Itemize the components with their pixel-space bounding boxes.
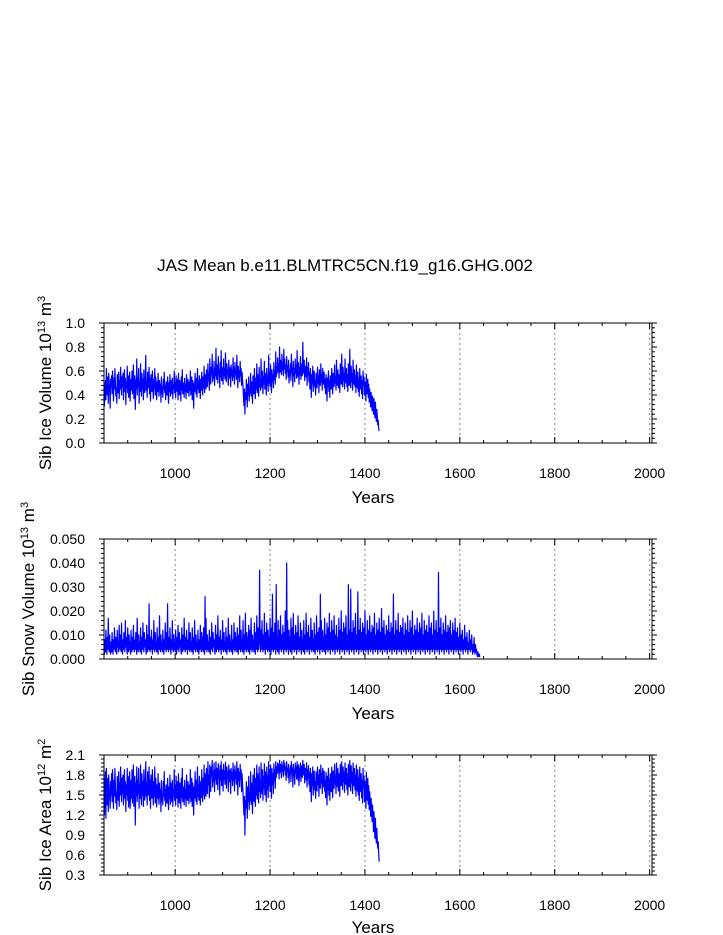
x-tick-label: 1800 (539, 897, 570, 913)
y-tick-label: 0.8 (66, 339, 86, 355)
x-axis-title: Years (352, 704, 395, 723)
y-axis-title-text: Sib Ice Area 10 (36, 776, 55, 891)
x-tick-label: 1200 (254, 681, 285, 697)
x-tick-label: 1200 (254, 897, 285, 913)
x-tick-label: 2000 (634, 897, 665, 913)
x-tick-label: 2000 (634, 465, 665, 481)
series-line (103, 562, 481, 658)
y-tick-label: 1.5 (66, 787, 86, 803)
x-axis-title: Years (352, 918, 395, 935)
y-axis-title-text: m (36, 745, 55, 764)
x-tick-label: 1600 (444, 681, 475, 697)
y-tick-label: 0.030 (50, 579, 85, 595)
y-tick-label: 0.040 (50, 555, 85, 571)
y-axis-title-exponent: 3 (36, 296, 48, 302)
x-tick-label: 1200 (254, 465, 285, 481)
panel-sib-snow-volume: 1000 1200 1400 1600 1800 2000 0.000 0.010 0.020 0… (19, 502, 665, 723)
x-tick-label: 1000 (160, 897, 191, 913)
panel-sib-ice-volume: 1000 1200 1400 1600 1800 2000 0.0 0.2 0.4 0.6 0.8 1… (36, 296, 665, 507)
y-tick-label: 0.0 (66, 435, 86, 451)
y-tick-label: 2.1 (66, 747, 86, 763)
x-tick-label: 1800 (539, 465, 570, 481)
x-tick-label: 1400 (349, 681, 380, 697)
plot-frame (103, 754, 653, 876)
y-axis-title-text: Sib Snow Volume 10 (19, 539, 38, 696)
plot-frame (103, 322, 653, 444)
y-axis-title: Sib Ice Volume 1013 m3 (36, 296, 55, 470)
chart-title: JAS Mean b.e11.BLMTRC5CN.f19_g16.GHG.002 (157, 256, 533, 275)
y-tick-label: 0.020 (50, 603, 85, 619)
y-tick-label: 0.2 (66, 411, 86, 427)
y-tick-label: 0.6 (66, 847, 86, 863)
plot-frame (103, 538, 653, 660)
y-tick-label: 0.4 (66, 387, 86, 403)
x-tick-label: 2000 (634, 681, 665, 697)
y-tick-label: 1.2 (66, 807, 86, 823)
y-tick-label: 0.000 (50, 651, 85, 667)
series-line (103, 341, 380, 432)
y-axis-title: Sib Snow Volume 1013 m3 (19, 502, 38, 696)
x-tick-label: 1400 (349, 897, 380, 913)
y-tick-label: 0.010 (50, 627, 85, 643)
y-tick-label: 0.3 (66, 867, 86, 883)
y-tick-label: 0.9 (66, 827, 86, 843)
x-axis-title: Years (352, 488, 395, 507)
x-tick-label: 1600 (444, 465, 475, 481)
y-axis-title-exponent: 2 (36, 739, 48, 745)
y-axis-title-exponent: 12 (36, 764, 48, 776)
x-tick-label: 1400 (349, 465, 380, 481)
y-axis-title-text: m (36, 302, 55, 321)
x-tick-label: 1800 (539, 681, 570, 697)
y-axis-title: Sib Ice Area 1012 m2 (36, 739, 55, 892)
y-axis-title-exponent: 3 (19, 502, 31, 508)
y-axis-title-text: Sib Ice Volume 10 (36, 333, 55, 470)
y-tick-label: 0.050 (50, 531, 85, 547)
y-tick-label: 1.0 (66, 315, 86, 331)
panel-sib-ice-area: 1000 1200 1400 1600 1800 2000 0.3 0.6 0.9 1.2 1.5 1… (36, 739, 665, 935)
y-axis-title-exponent: 13 (36, 321, 48, 333)
y-tick-label: 0.6 (66, 363, 86, 379)
y-tick-label: 1.8 (66, 767, 86, 783)
series-line (103, 759, 380, 862)
x-tick-label: 1000 (160, 465, 191, 481)
y-axis-title-exponent: 13 (19, 527, 31, 539)
x-tick-label: 1000 (160, 681, 191, 697)
y-axis-title-text: m (19, 508, 38, 527)
x-tick-label: 1600 (444, 897, 475, 913)
